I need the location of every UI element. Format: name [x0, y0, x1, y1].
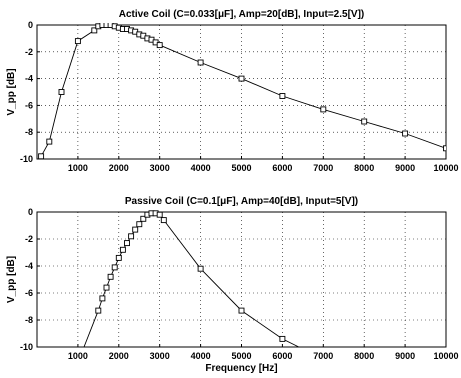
data-point — [136, 221, 143, 228]
y-tick-label: -2 — [25, 47, 33, 57]
x-tick-label: 9000 — [395, 163, 415, 173]
x-tick-label: 7000 — [313, 163, 333, 173]
data-point — [402, 130, 409, 137]
data-point — [95, 307, 102, 314]
x-tick-label: 8000 — [354, 163, 374, 173]
y-tick-label: -4 — [25, 261, 33, 271]
data-point — [443, 145, 446, 152]
passive-coil-title: Passive Coil (C=0.1[μF], Amp=40[dB], Inp… — [125, 196, 358, 207]
data-point — [91, 27, 98, 34]
data-point — [128, 233, 135, 240]
x-tick-label: 6000 — [272, 351, 292, 361]
data-point — [58, 89, 65, 95]
x-tick-label: 9000 — [395, 351, 415, 361]
data-point — [361, 118, 368, 125]
data-point — [320, 106, 327, 113]
data-point — [99, 295, 106, 302]
data-point — [111, 264, 118, 271]
y-tick-label: -2 — [25, 234, 33, 244]
x-tick-label: 5000 — [231, 163, 251, 173]
y-tick-label: -6 — [25, 100, 33, 110]
x-tick-label: 3000 — [150, 163, 170, 173]
x-tick-label: 4000 — [191, 351, 211, 361]
data-point — [46, 138, 53, 145]
x-tick-label: 1000 — [68, 163, 88, 173]
y-tick-label: 0 — [28, 207, 33, 217]
y-tick-label: -8 — [25, 315, 33, 325]
plot-area — [36, 24, 447, 160]
y-tick-label: 0 — [28, 20, 33, 30]
x-tick-label: 3000 — [150, 351, 170, 361]
y-axis-label: V_pp [dB] — [6, 256, 17, 303]
x-tick-label: 1000 — [68, 351, 88, 361]
x-tick-label: 4000 — [191, 163, 211, 173]
data-point — [156, 211, 163, 218]
active-coil-title: Active Coil (C=0.033[μF], Amp=20[dB], In… — [119, 9, 365, 20]
series — [83, 210, 299, 348]
y-axis-label: V_pp [dB] — [6, 68, 17, 115]
y-tick-label: -10 — [20, 154, 33, 164]
data-point — [140, 215, 147, 222]
data-point — [160, 217, 167, 224]
y-tick-label: -10 — [20, 342, 33, 352]
active-coil-panel: 1000 2000 3000 4000 5000 6000 7000 8000 9000 1000… — [6, 9, 459, 173]
data-point — [119, 246, 126, 253]
data-point — [124, 240, 130, 247]
data-point — [74, 38, 81, 45]
x-axis-label: Frequency [Hz] — [205, 363, 277, 374]
data-point — [197, 59, 204, 66]
x-tick-label: 6000 — [272, 163, 292, 173]
data-point — [197, 265, 204, 272]
data-point — [238, 307, 245, 314]
x-tick-label: 10000 — [433, 163, 458, 173]
x-tick-label: 2000 — [109, 163, 129, 173]
data-point — [279, 93, 286, 99]
data-point — [156, 42, 163, 49]
x-tick-label: 2000 — [109, 351, 129, 361]
data-point — [132, 226, 139, 233]
x-tick-label: 8000 — [354, 351, 374, 361]
y-tick-label: -8 — [25, 127, 33, 137]
data-point — [107, 273, 114, 280]
y-tick-label: -6 — [25, 288, 33, 298]
y-tick-label: -4 — [25, 74, 33, 84]
x-tick-label: 5000 — [231, 351, 251, 361]
x-tick-label: 10000 — [433, 351, 458, 361]
data-point — [238, 75, 245, 82]
data-point — [38, 153, 45, 160]
data-point — [279, 335, 286, 342]
data-point — [115, 254, 122, 261]
series — [38, 23, 446, 160]
passive-coil-panel: 1000 2000 3000 4000 5000 6000 7000 8000 9000 1000… — [6, 196, 459, 374]
x-tick-label: 7000 — [313, 351, 333, 361]
data-point — [103, 284, 110, 291]
